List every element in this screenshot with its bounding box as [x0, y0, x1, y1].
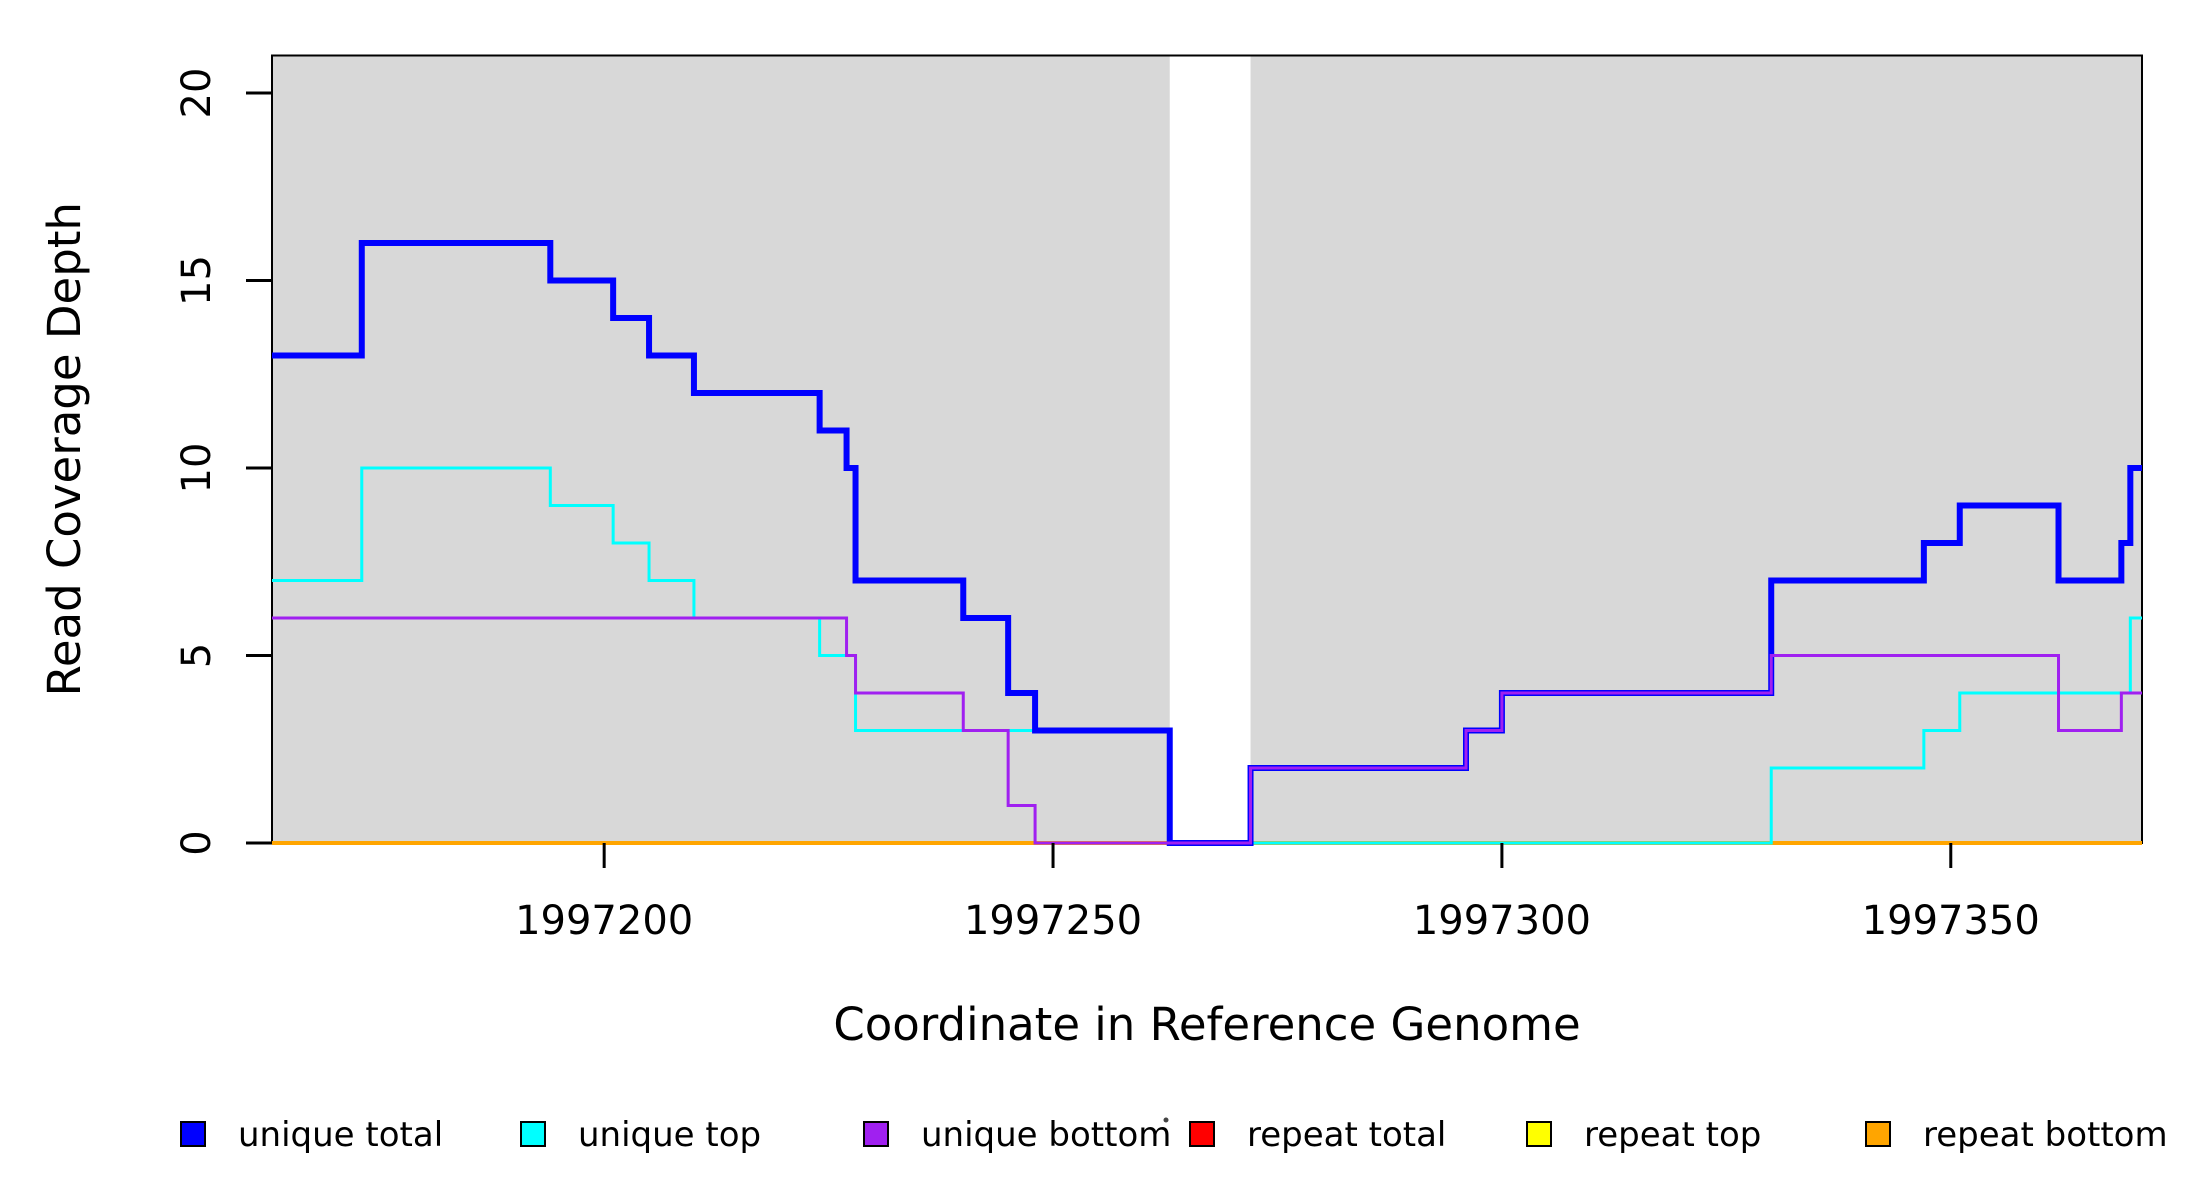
- legend: unique total unique top unique bottom repea…: [180, 1115, 2168, 1155]
- legend-swatch-unique-top: [520, 1121, 546, 1147]
- legend-label: unique top: [578, 1115, 761, 1155]
- series-lines: [272, 240, 2142, 846]
- legend-label: unique total: [238, 1115, 443, 1155]
- legend-label: unique bottom: [921, 1115, 1171, 1155]
- shaded-region: [272, 55, 1170, 843]
- y-axis-title: Read Coverage Depth: [38, 202, 91, 696]
- legend-swatch-repeat-top: [1526, 1121, 1552, 1147]
- y-tick-label: 0: [174, 830, 220, 855]
- legend-swatch-repeat-bottom: [1865, 1121, 1891, 1147]
- y-tick-label: 15: [174, 255, 220, 306]
- x-tick-label: 1997200: [515, 898, 693, 944]
- legend-label: repeat total: [1247, 1115, 1446, 1155]
- x-axis-title: Coordinate in Reference Genome: [833, 998, 1580, 1051]
- x-tick-label: 1997250: [964, 898, 1142, 944]
- series-unique-bottom: [272, 616, 2142, 845]
- x-tick-label: 1997350: [1862, 898, 2040, 944]
- legend-item: repeat total: [1189, 1115, 1446, 1155]
- legend-label: repeat top: [1584, 1115, 1761, 1155]
- series-unique-total: [272, 240, 2142, 846]
- y-tick-label: 10: [174, 443, 220, 494]
- shaded-region: [1250, 55, 2142, 843]
- legend-swatch-unique-bottom: [863, 1121, 889, 1147]
- x-axis: 1997200 1997250 1997300 1997350: [515, 843, 2040, 944]
- y-axis: 0 5 10 15 20: [174, 68, 272, 856]
- legend-item: unique top: [520, 1115, 761, 1155]
- y-tick-label: 20: [174, 68, 220, 119]
- legend-item: repeat bottom: [1865, 1115, 2168, 1155]
- legend-swatch-repeat-total: [1189, 1121, 1215, 1147]
- legend-item: unique bottom: [863, 1115, 1171, 1155]
- stray-dot-artifact: [1163, 1117, 1169, 1123]
- legend-swatch-unique-total: [180, 1121, 206, 1147]
- legend-item: repeat top: [1526, 1115, 1761, 1155]
- shaded-unique-regions: [272, 55, 2142, 843]
- y-tick-label: 5: [174, 643, 220, 668]
- x-tick-label: 1997300: [1413, 898, 1591, 944]
- legend-label: repeat bottom: [1923, 1115, 2168, 1155]
- legend-item: unique total: [180, 1115, 443, 1155]
